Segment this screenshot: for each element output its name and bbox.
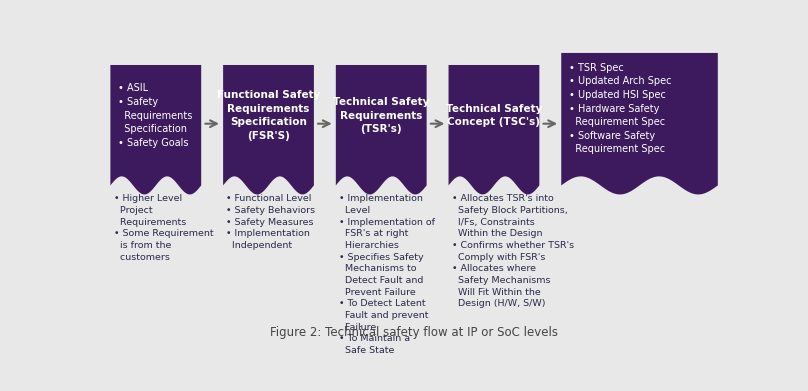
Text: • Implementation
  Level
• Implementation of
  FSR's at right
  Hierarchies
• Sp: • Implementation Level • Implementation … [339,194,435,355]
Text: Technical Safety
Requirements
(TSR's): Technical Safety Requirements (TSR's) [333,97,429,134]
Polygon shape [336,65,427,194]
Text: Figure 2: Technical safety flow at IP or SoC levels: Figure 2: Technical safety flow at IP or… [270,326,558,339]
Text: Functional Safety
Requirements
Specification
(FSR'S): Functional Safety Requirements Specifica… [217,90,320,141]
Polygon shape [562,53,718,194]
Text: • TSR Spec
• Updated Arch Spec
• Updated HSI Spec
• Hardware Safety
  Requiremen: • TSR Spec • Updated Arch Spec • Updated… [569,63,671,154]
Text: • Functional Level
• Safety Behaviors
• Safety Measures
• Implementation
  Indep: • Functional Level • Safety Behaviors • … [226,194,315,250]
Polygon shape [223,65,314,194]
Text: • Higher Level
  Project
  Requirements
• Some Requirement
  is from the
  custo: • Higher Level Project Requirements • So… [113,194,213,262]
Polygon shape [448,65,540,194]
Text: • Allocates TSR's into
  Safety Block Partitions,
  I/Fs, Constraints
  Within t: • Allocates TSR's into Safety Block Part… [452,194,574,308]
Text: • ASIL
• Safety
  Requirements
  Specification
• Safety Goals: • ASIL • Safety Requirements Specificati… [118,83,192,148]
Text: Technical Safety
Concept (TSC's): Technical Safety Concept (TSC's) [446,104,542,127]
Polygon shape [111,65,201,194]
